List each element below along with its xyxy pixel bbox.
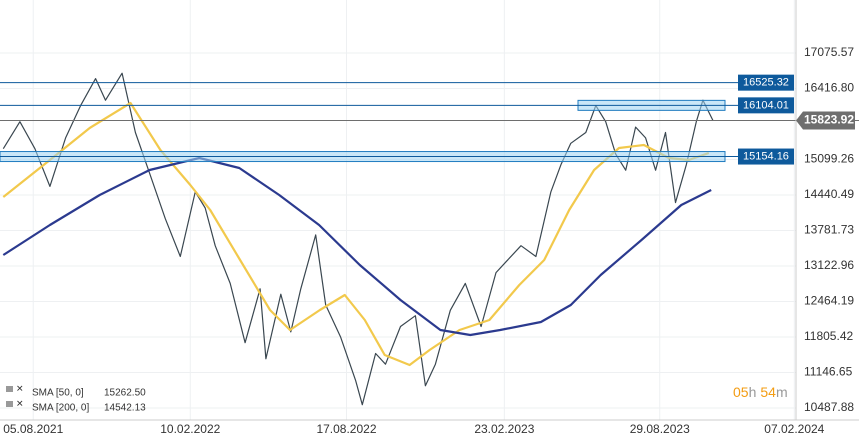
price-tag <box>796 111 855 130</box>
y-tick-label: 11805.42 <box>804 329 853 343</box>
level-tag <box>738 148 794 165</box>
countdown-minutes: 54 <box>760 384 776 400</box>
countdown-unit: h <box>749 384 757 400</box>
countdown: 05h 54m <box>733 384 788 400</box>
legend: ✕ SMA [50, 0] 15262.50 ✕ SMA [200, 0] 14… <box>6 383 146 414</box>
grid <box>0 0 796 420</box>
level-tag <box>738 74 794 91</box>
y-tick-label: 17075.57 <box>804 45 854 59</box>
x-tick-label: 07.02.2024 <box>764 422 824 436</box>
legend-value: 15262.50 <box>104 388 146 399</box>
level-tag-label: 15154.16 <box>743 150 789 162</box>
level-tag-label: 16104.01 <box>743 99 789 111</box>
x-tick-label: 05.08.2021 <box>3 422 63 436</box>
y-tick-label: 13122.96 <box>804 258 854 272</box>
countdown-unit: m <box>776 384 788 400</box>
plot: 16525.32 16104.01 15154.16 <box>0 72 859 406</box>
legend-close[interactable]: ✕ <box>16 383 24 393</box>
y-tick-label: 11146.65 <box>804 365 853 379</box>
y-tick-label: 14440.49 <box>804 187 854 201</box>
price-tag-label: 15823.92 <box>804 113 854 127</box>
legend-label: SMA [200, 0] <box>32 403 89 414</box>
legend-close[interactable]: ✕ <box>16 398 24 408</box>
y-tick-label: 10487.88 <box>804 400 854 414</box>
legend-value: 14542.13 <box>104 403 146 414</box>
x-tick-label: 10.02.2022 <box>160 422 220 436</box>
x-tick-label: 29.08.2023 <box>630 422 690 436</box>
level-tag-label: 16525.32 <box>743 77 789 89</box>
level-tag <box>738 97 794 114</box>
y-tick-label: 15099.26 <box>804 152 854 166</box>
countdown-hours: 05 <box>733 384 749 400</box>
y-tick-label: 13781.73 <box>804 223 854 237</box>
x-tick-label: 17.08.2022 <box>316 422 376 436</box>
legend-label: SMA [50, 0] <box>32 388 84 399</box>
x-tick-label: 23.02.2023 <box>474 422 534 436</box>
legend-icon <box>6 401 13 407</box>
y-tick-label: 12464.19 <box>804 294 854 308</box>
legend-icon <box>6 386 13 392</box>
y-tick-label: 16416.80 <box>804 81 854 95</box>
sma-line <box>2 156 712 337</box>
